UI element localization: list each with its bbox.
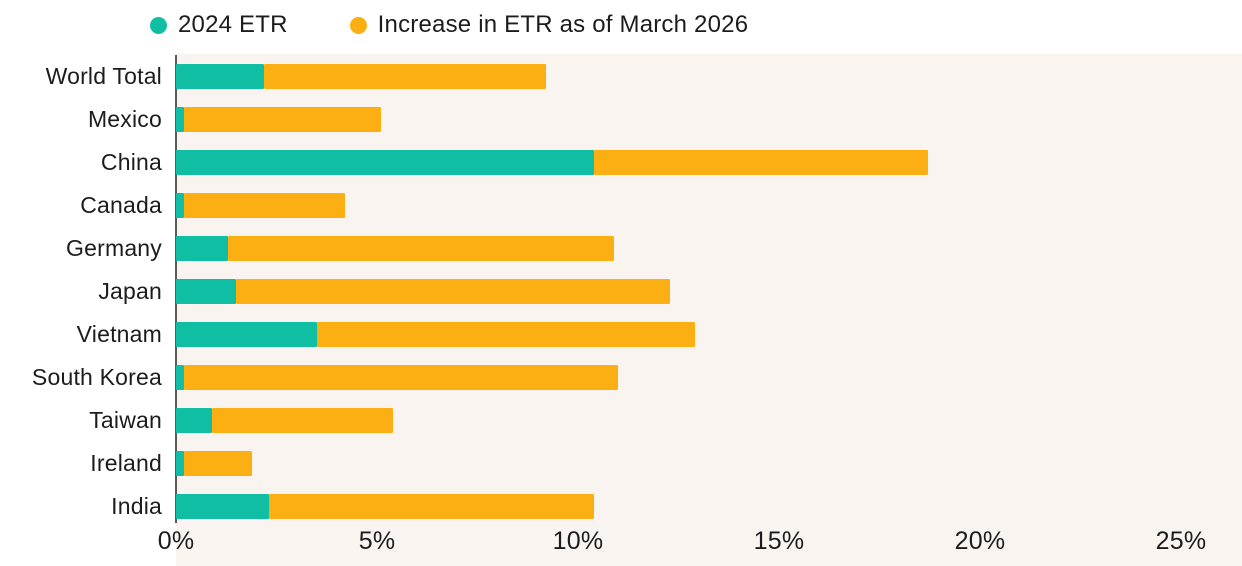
bar-track <box>176 279 1242 304</box>
x-tick-label: 20% <box>954 527 1006 555</box>
legend-dot-increase-etr-icon <box>349 16 367 34</box>
bar-segment-2024-etr <box>176 365 184 390</box>
bar-segment-2024-etr <box>176 451 184 476</box>
row-label: Ireland <box>90 450 162 476</box>
bar-track <box>176 236 1242 261</box>
bar-track <box>176 494 1242 519</box>
bar-rows: World Total Mexico China Canada Germany Japan… <box>0 55 1242 528</box>
chart-row-world-total: World Total <box>0 55 1242 98</box>
x-tick-label: 25% <box>1155 527 1207 555</box>
chart-row-vietnam: Vietnam <box>0 313 1242 356</box>
bar-track <box>176 150 1242 175</box>
bar-segment-increase-etr <box>228 236 615 261</box>
row-label: Canada <box>80 192 162 218</box>
x-tick-label: 15% <box>753 527 805 555</box>
x-tick-label: 10% <box>552 527 604 555</box>
row-label: China <box>100 149 162 175</box>
row-label: Taiwan <box>89 407 162 433</box>
bar-segment-increase-etr <box>236 279 671 304</box>
row-label: World Total <box>45 63 162 89</box>
row-label: Vietnam <box>76 321 162 347</box>
chart-row-canada: Canada <box>0 184 1242 227</box>
bar-segment-2024-etr <box>176 279 237 304</box>
bar-segment-increase-etr <box>594 150 928 175</box>
x-tick-label: 5% <box>358 527 396 555</box>
bar-track <box>176 365 1242 390</box>
chart-row-mexico: Mexico <box>0 98 1242 141</box>
bar-segment-2024-etr <box>176 408 213 433</box>
row-label: Japan <box>98 278 162 304</box>
bar-segment-increase-etr <box>184 193 345 218</box>
bar-track <box>176 322 1242 347</box>
row-label: Germany <box>66 235 162 261</box>
bar-track <box>176 193 1242 218</box>
bar-track <box>176 408 1242 433</box>
chart-row-germany: Germany <box>0 227 1242 270</box>
row-label: Mexico <box>87 106 162 132</box>
legend-label-increase-etr: Increase in ETR as of March 2026 <box>377 11 749 38</box>
chart-row-japan: Japan <box>0 270 1242 313</box>
bar-segment-increase-etr <box>268 494 595 519</box>
bar-track <box>176 64 1242 89</box>
legend-item-2024-etr: 2024 ETR <box>150 11 288 39</box>
bar-segment-increase-etr <box>264 64 546 89</box>
bar-track <box>176 107 1242 132</box>
bar-segment-2024-etr <box>176 150 595 175</box>
chart-row-taiwan: Taiwan <box>0 399 1242 442</box>
bar-segment-2024-etr <box>176 193 184 218</box>
plot-background <box>176 54 1242 566</box>
bar-track <box>176 451 1242 476</box>
chart-row-ireland: Ireland <box>0 442 1242 485</box>
x-axis: 0% 5% 10% 15% 20% 25% <box>0 527 1242 563</box>
chart-legend: 2024 ETR Increase in ETR as of March 202… <box>150 8 748 42</box>
bar-segment-2024-etr <box>176 107 184 132</box>
bar-segment-2024-etr <box>176 64 265 89</box>
bar-segment-increase-etr <box>184 451 253 476</box>
legend-label-2024-etr: 2024 ETR <box>178 11 288 38</box>
row-label: South Korea <box>31 364 162 390</box>
bar-segment-increase-etr <box>184 107 381 132</box>
row-label: India <box>111 493 162 519</box>
chart-row-south-korea: South Korea <box>0 356 1242 399</box>
x-tick-label: 0% <box>157 527 195 555</box>
bar-segment-increase-etr <box>316 322 695 347</box>
bar-segment-2024-etr <box>176 236 229 261</box>
bar-segment-increase-etr <box>212 408 394 433</box>
legend-dot-2024-etr-icon <box>150 16 167 34</box>
bar-segment-2024-etr <box>176 494 269 519</box>
bar-segment-2024-etr <box>176 322 317 347</box>
bar-segment-increase-etr <box>184 365 619 390</box>
legend-item-increase-etr: Increase in ETR as of March 2026 <box>349 11 749 39</box>
chart-row-china: China <box>0 141 1242 184</box>
chart-row-india: India <box>0 485 1242 528</box>
